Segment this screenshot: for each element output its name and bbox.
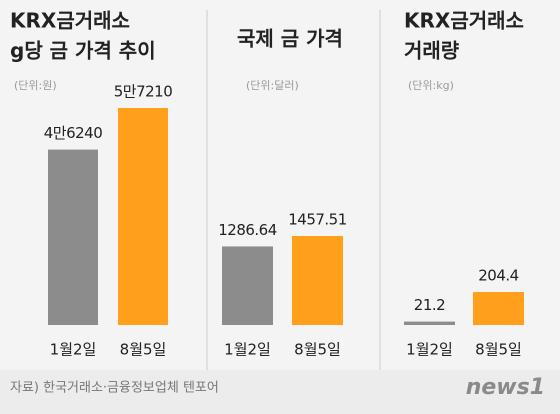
footer xyxy=(0,370,560,414)
x-tick-label: 8월5일 xyxy=(294,341,341,359)
source: 자료) 한국거래소·금융정보업체 텐포어 xyxy=(10,381,219,396)
unit-label: (단위:달러) xyxy=(246,79,299,92)
bar xyxy=(222,246,273,325)
value-label: 5만7210 xyxy=(114,83,173,101)
bar xyxy=(473,292,524,325)
x-tick-label: 8월5일 xyxy=(120,341,167,359)
x-tick-label: 8월5일 xyxy=(475,341,522,359)
logo: news1 xyxy=(466,375,545,400)
unit-label: (단위:원) xyxy=(14,79,57,92)
x-tick-label: 1월2일 xyxy=(50,341,97,359)
value-label: 1457.51 xyxy=(288,211,347,229)
value-label: 21.2 xyxy=(414,296,445,314)
chart-title: KRX금거래소 xyxy=(404,9,524,33)
x-tick-label: 1월2일 xyxy=(406,341,453,359)
chart-title: 거래량 xyxy=(404,39,460,63)
x-tick-label: 1월2일 xyxy=(224,341,271,359)
chart-title: KRX금거래소 xyxy=(10,9,130,33)
chart-title: 국제 금 가격 xyxy=(237,27,343,51)
bar xyxy=(118,108,168,325)
bar xyxy=(404,321,455,325)
value-label: 1286.64 xyxy=(218,221,277,239)
chart-title: g당 금 가격 추이 xyxy=(10,39,156,63)
value-label: 4만6240 xyxy=(44,124,103,142)
unit-label: (단위:kg) xyxy=(408,79,454,92)
bar xyxy=(292,236,343,325)
value-label: 204.4 xyxy=(478,267,518,285)
bar xyxy=(48,149,98,325)
